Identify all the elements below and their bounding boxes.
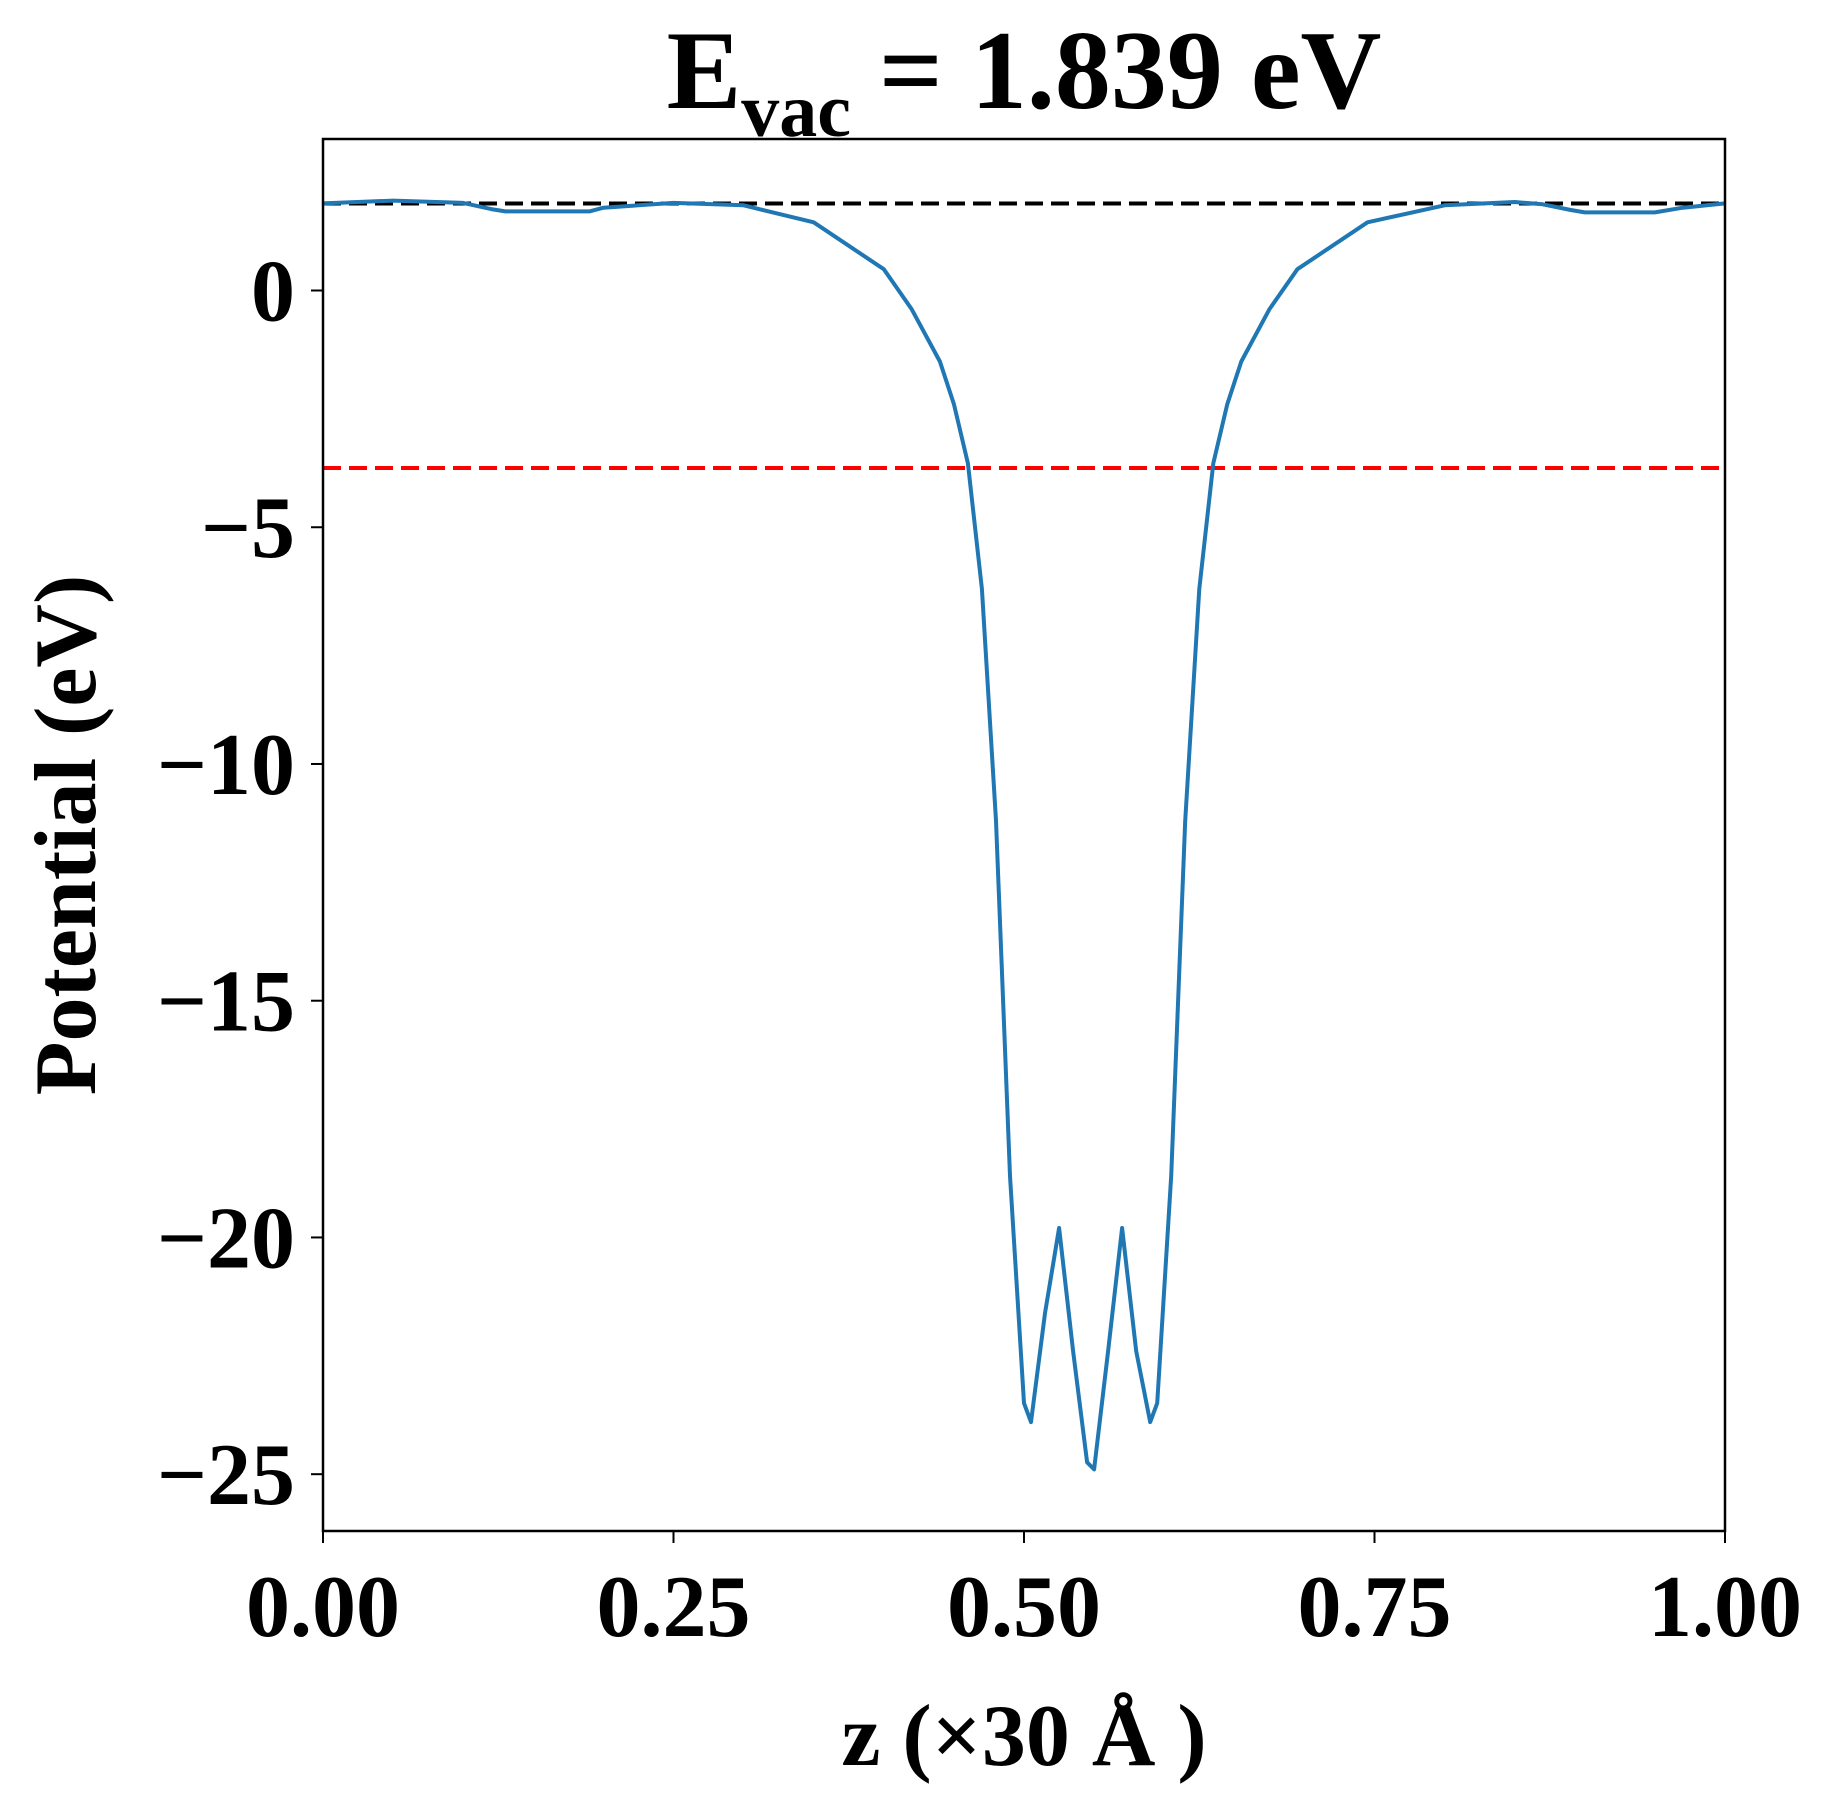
x-tick-label: 0.50 bbox=[947, 1559, 1101, 1656]
y-tick-label: 0 bbox=[251, 244, 295, 341]
title-main: E bbox=[667, 9, 742, 133]
y-axis-label: Potential (eV) bbox=[18, 575, 115, 1095]
y-tick-label: −15 bbox=[157, 954, 295, 1051]
data-line bbox=[322, 198, 1726, 1472]
y-tick-label: −5 bbox=[201, 480, 295, 577]
chart-title: Evac = 1.839 eV bbox=[667, 9, 1382, 153]
y-tick-label: −25 bbox=[157, 1427, 295, 1524]
x-tick-label: 0.75 bbox=[1298, 1559, 1452, 1656]
x-tick-label: 0.00 bbox=[246, 1559, 400, 1656]
x-tick-label: 0.25 bbox=[597, 1559, 751, 1656]
plot-frame bbox=[321, 137, 1727, 1533]
y-tick-label: −20 bbox=[157, 1190, 295, 1287]
title-subscript: vac bbox=[741, 69, 851, 153]
x-axis-label: z (×30 Å ) bbox=[841, 1688, 1206, 1785]
y-tick-label: −10 bbox=[157, 717, 295, 814]
title-rest: = 1.839 eV bbox=[851, 9, 1381, 133]
x-tick-label: 1.00 bbox=[1648, 1559, 1802, 1656]
